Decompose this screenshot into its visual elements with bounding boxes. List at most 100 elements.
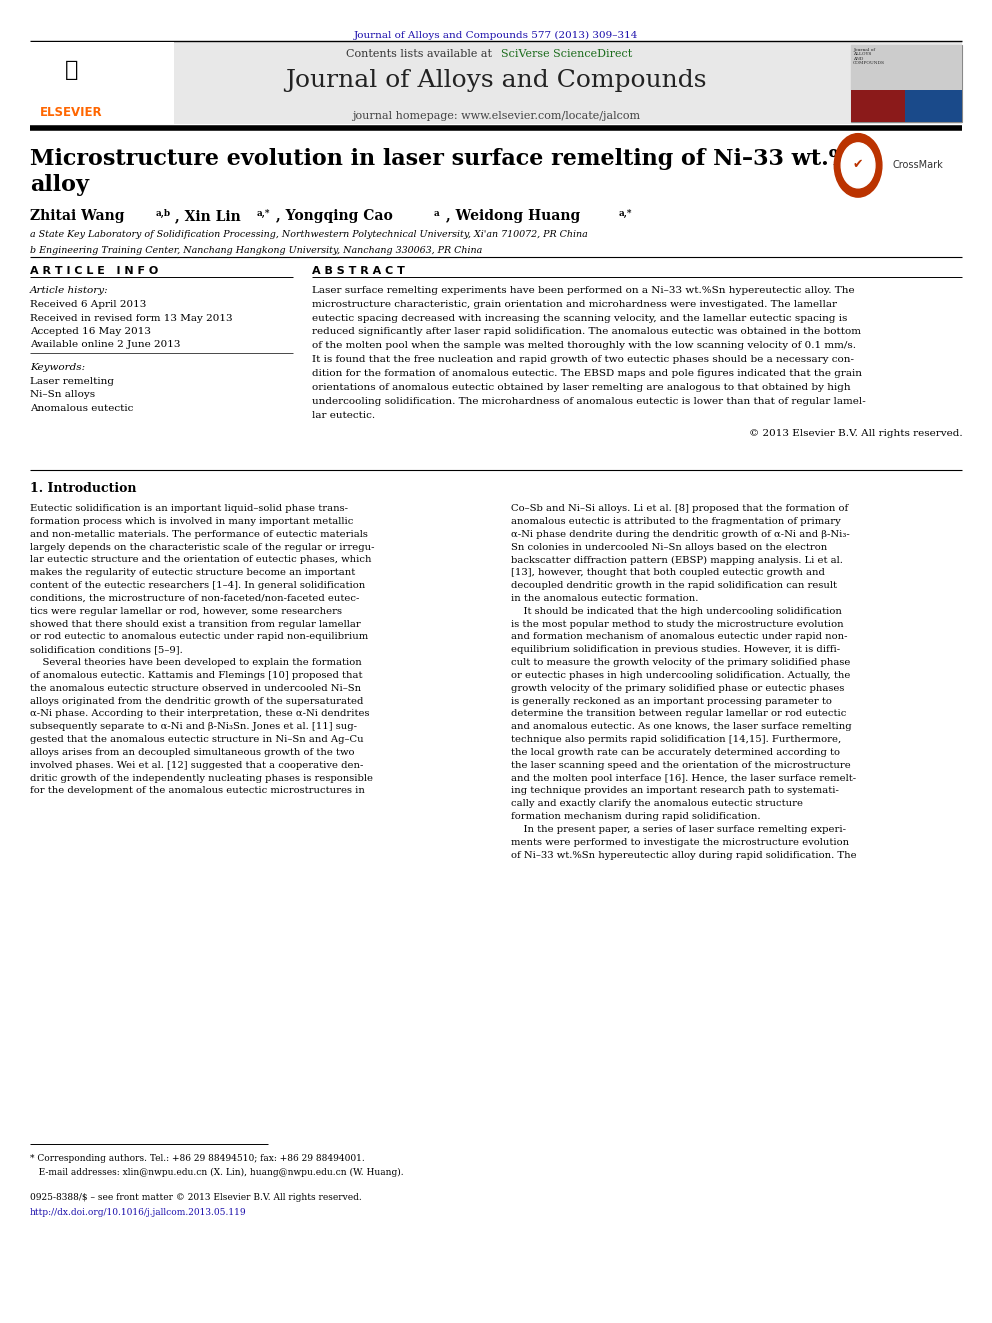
Text: content of the eutectic researchers [1–4]. In general solidification: content of the eutectic researchers [1–4… [30,581,365,590]
Text: formation mechanism during rapid solidification.: formation mechanism during rapid solidif… [511,812,761,822]
Text: Keywords:: Keywords: [30,363,85,372]
Text: tics were regular lamellar or rod, however, some researchers: tics were regular lamellar or rod, howev… [30,607,342,615]
Text: Journal of Alloys and Compounds: Journal of Alloys and Compounds [286,69,706,91]
Text: for the development of the anomalous eutectic microstructures in: for the development of the anomalous eut… [30,786,365,795]
Text: of the molten pool when the sample was melted thoroughly with the low scanning v: of the molten pool when the sample was m… [312,341,856,351]
Text: http://dx.doi.org/10.1016/j.jallcom.2013.05.119: http://dx.doi.org/10.1016/j.jallcom.2013… [30,1208,246,1217]
Text: 🌲: 🌲 [64,60,78,79]
Text: Eutectic solidification is an important liquid–solid phase trans-: Eutectic solidification is an important … [30,504,348,513]
Text: growth velocity of the primary solidified phase or eutectic phases: growth velocity of the primary solidifie… [511,684,844,693]
Text: It should be indicated that the high undercooling solidification: It should be indicated that the high und… [511,607,842,615]
Text: SciVerse ScienceDirect: SciVerse ScienceDirect [501,49,632,60]
Text: 1. Introduction: 1. Introduction [30,482,136,495]
Text: , Xin Lin: , Xin Lin [175,209,240,224]
FancyBboxPatch shape [905,90,962,122]
Text: anomalous eutectic is attributed to the fragmentation of primary: anomalous eutectic is attributed to the … [511,517,840,527]
Text: formation process which is involved in many important metallic: formation process which is involved in m… [30,517,353,527]
Text: Received 6 April 2013: Received 6 April 2013 [30,300,146,310]
Text: a,*: a,* [257,209,271,218]
Text: dition for the formation of anomalous eutectic. The EBSD maps and pole figures i: dition for the formation of anomalous eu… [312,369,862,378]
Text: Co–Sb and Ni–Si alloys. Li et al. [8] proposed that the formation of: Co–Sb and Ni–Si alloys. Li et al. [8] pr… [511,504,848,513]
Text: the laser scanning speed and the orientation of the microstructure: the laser scanning speed and the orienta… [511,761,850,770]
Text: cult to measure the growth velocity of the primary solidified phase: cult to measure the growth velocity of t… [511,658,850,667]
Text: equilibrium solidification in previous studies. However, it is diffi-: equilibrium solidification in previous s… [511,646,840,655]
Text: , Weidong Huang: , Weidong Huang [446,209,580,224]
Text: is generally reckoned as an important processing parameter to: is generally reckoned as an important pr… [511,697,831,705]
Circle shape [834,134,882,197]
Text: ELSEVIER: ELSEVIER [40,106,103,119]
Text: and non-metallic materials. The performance of eutectic materials: and non-metallic materials. The performa… [30,529,368,538]
Text: E-mail addresses: xlin@nwpu.edu.cn (X. Lin), huang@nwpu.edu.cn (W. Huang).: E-mail addresses: xlin@nwpu.edu.cn (X. L… [30,1168,404,1177]
Text: the local growth rate can be accurately determined according to: the local growth rate can be accurately … [511,747,840,757]
Text: in the anomalous eutectic formation.: in the anomalous eutectic formation. [511,594,698,603]
Text: or eutectic phases in high undercooling solidification. Actually, the: or eutectic phases in high undercooling … [511,671,850,680]
FancyBboxPatch shape [30,42,962,124]
Text: Zhitai Wang: Zhitai Wang [30,209,124,224]
Text: solidification conditions [5–9].: solidification conditions [5–9]. [30,646,183,655]
Text: a,*: a,* [619,209,633,218]
Text: showed that there should exist a transition from regular lamellar: showed that there should exist a transit… [30,619,360,628]
Text: Laser remelting: Laser remelting [30,377,114,386]
Text: technique also permits rapid solidification [14,15]. Furthermore,: technique also permits rapid solidificat… [511,736,841,744]
Text: * Corresponding authors. Tel.: +86 29 88494510; fax: +86 29 88494001.: * Corresponding authors. Tel.: +86 29 88… [30,1154,364,1163]
Text: largely depends on the characteristic scale of the regular or irregu-: largely depends on the characteristic sc… [30,542,374,552]
FancyBboxPatch shape [851,45,962,90]
Text: reduced significantly after laser rapid solidification. The anomalous eutectic w: reduced significantly after laser rapid … [312,327,861,336]
Text: Several theories have been developed to explain the formation: Several theories have been developed to … [30,658,361,667]
Text: Journal of
ALLOYS
AND
COMPOUNDS: Journal of ALLOYS AND COMPOUNDS [853,48,885,65]
Text: It is found that the free nucleation and rapid growth of two eutectic phases sho: It is found that the free nucleation and… [312,355,854,364]
Text: b Engineering Training Center, Nanchang Hangkong University, Nanchang 330063, PR: b Engineering Training Center, Nanchang … [30,246,482,255]
Text: ments were performed to investigate the microstructure evolution: ments were performed to investigate the … [511,837,849,847]
Text: α-Ni phase. According to their interpretation, these α-Ni dendrites: α-Ni phase. According to their interpret… [30,709,369,718]
Text: α-Ni phase dendrite during the dendritic growth of α-Ni and β-Ni₃-: α-Ni phase dendrite during the dendritic… [511,529,849,538]
Text: Journal of Alloys and Compounds 577 (2013) 309–314: Journal of Alloys and Compounds 577 (201… [354,30,638,40]
Text: Ni–Sn alloys: Ni–Sn alloys [30,390,95,400]
Text: alloys originated from the dendritic growth of the supersaturated: alloys originated from the dendritic gro… [30,697,363,705]
Text: or rod eutectic to anomalous eutectic under rapid non-equilibrium: or rod eutectic to anomalous eutectic un… [30,632,368,642]
Text: Anomalous eutectic: Anomalous eutectic [30,404,133,413]
Text: is the most popular method to study the microstructure evolution: is the most popular method to study the … [511,619,843,628]
Text: a: a [434,209,439,218]
FancyBboxPatch shape [851,45,962,122]
Text: determine the transition between regular lamellar or rod eutectic: determine the transition between regular… [511,709,846,718]
Text: 0925-8388/$ – see front matter © 2013 Elsevier B.V. All rights reserved.: 0925-8388/$ – see front matter © 2013 El… [30,1193,361,1203]
FancyBboxPatch shape [851,90,905,122]
Text: of Ni–33 wt.%Sn hypereutectic alloy during rapid solidification. The: of Ni–33 wt.%Sn hypereutectic alloy duri… [511,851,856,860]
Text: Article history:: Article history: [30,286,108,295]
FancyBboxPatch shape [30,42,174,124]
Text: In the present paper, a series of laser surface remelting experi-: In the present paper, a series of laser … [511,826,846,833]
Text: backscatter diffraction pattern (EBSP) mapping analysis. Li et al.: backscatter diffraction pattern (EBSP) m… [511,556,843,565]
Text: alloys arises from an decoupled simultaneous growth of the two: alloys arises from an decoupled simultan… [30,747,354,757]
Text: decoupled dendritic growth in the rapid solidification can result: decoupled dendritic growth in the rapid … [511,581,837,590]
Text: Received in revised form 13 May 2013: Received in revised form 13 May 2013 [30,314,232,323]
Text: and anomalous eutectic. As one knows, the laser surface remelting: and anomalous eutectic. As one knows, th… [511,722,851,732]
Text: © 2013 Elsevier B.V. All rights reserved.: © 2013 Elsevier B.V. All rights reserved… [749,429,962,438]
Text: [13], however, thought that both coupled eutectic growth and: [13], however, thought that both coupled… [511,569,824,577]
Text: ing technique provides an important research path to systemati-: ing technique provides an important rese… [511,786,839,795]
Text: A R T I C L E   I N F O: A R T I C L E I N F O [30,266,158,277]
Text: a,b: a,b [156,209,171,218]
Text: Accepted 16 May 2013: Accepted 16 May 2013 [30,327,151,336]
Text: CrossMark: CrossMark [893,160,943,171]
Text: ✔: ✔ [853,157,863,171]
Text: dritic growth of the independently nucleating phases is responsible: dritic growth of the independently nucle… [30,774,373,783]
Text: makes the regularity of eutectic structure become an important: makes the regularity of eutectic structu… [30,569,355,577]
Text: of anomalous eutectic. Kattamis and Flemings [10] proposed that: of anomalous eutectic. Kattamis and Flem… [30,671,362,680]
Text: conditions, the microstructure of non-faceted/non-faceted eutec-: conditions, the microstructure of non-fa… [30,594,359,603]
Text: gested that the anomalous eutectic structure in Ni–Sn and Ag–Cu: gested that the anomalous eutectic struc… [30,736,363,744]
Text: and the molten pool interface [16]. Hence, the laser surface remelt-: and the molten pool interface [16]. Henc… [511,774,856,783]
Circle shape [841,143,875,188]
Text: Contents lists available at: Contents lists available at [346,49,496,60]
Text: orientations of anomalous eutectic obtained by laser remelting are analogous to : orientations of anomalous eutectic obtai… [312,382,851,392]
Text: subsequently separate to α-Ni and β-Ni₃Sn. Jones et al. [11] sug-: subsequently separate to α-Ni and β-Ni₃S… [30,722,357,732]
Text: eutectic spacing decreased with increasing the scanning velocity, and the lamell: eutectic spacing decreased with increasi… [312,314,848,323]
Text: a State Key Laboratory of Solidification Processing, Northwestern Polytechnical : a State Key Laboratory of Solidification… [30,230,587,239]
Text: , Yongqing Cao: , Yongqing Cao [276,209,393,224]
Text: involved phases. Wei et al. [12] suggested that a cooperative den-: involved phases. Wei et al. [12] suggest… [30,761,363,770]
Text: lar eutectic.: lar eutectic. [312,410,376,419]
Text: the anomalous eutectic structure observed in undercooled Ni–Sn: the anomalous eutectic structure observe… [30,684,361,693]
Text: undercooling solidification. The microhardness of anomalous eutectic is lower th: undercooling solidification. The microha… [312,397,866,406]
Text: and formation mechanism of anomalous eutectic under rapid non-: and formation mechanism of anomalous eut… [511,632,847,642]
Text: A B S T R A C T: A B S T R A C T [312,266,406,277]
Text: journal homepage: www.elsevier.com/locate/jalcom: journal homepage: www.elsevier.com/locat… [352,111,640,122]
